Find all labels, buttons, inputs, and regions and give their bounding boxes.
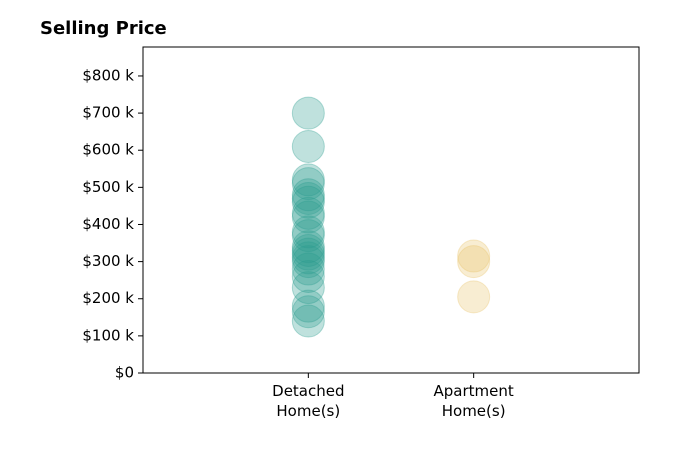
point xyxy=(291,237,325,271)
point xyxy=(291,96,325,130)
y-tick-label: $400 k xyxy=(82,215,134,233)
y-tick-label: $600 k xyxy=(82,141,134,159)
chart-title: Selling Price xyxy=(40,18,167,39)
point xyxy=(291,230,325,264)
x-tick-label: Apartment Home(s) xyxy=(433,382,514,420)
y-tick-label: $200 k xyxy=(82,289,134,307)
point xyxy=(291,196,325,230)
y-tick-label: $800 k xyxy=(82,66,134,84)
point xyxy=(291,259,325,293)
y-tick-label: $500 k xyxy=(82,178,134,196)
plot-frame xyxy=(142,46,640,374)
y-tick-label: $700 k xyxy=(82,104,134,122)
point xyxy=(291,130,325,164)
point xyxy=(291,271,325,305)
y-tick-label: $300 k xyxy=(82,252,134,270)
point xyxy=(291,295,325,329)
point xyxy=(291,304,325,338)
point xyxy=(291,245,325,279)
point xyxy=(291,233,325,267)
y-tick-label: $100 k xyxy=(82,326,134,344)
point xyxy=(291,215,325,249)
x-tick-label: Detached Home(s) xyxy=(272,382,345,420)
point xyxy=(291,289,325,323)
point xyxy=(291,181,325,215)
y-tick-label: $0 xyxy=(115,364,134,382)
point xyxy=(291,252,325,286)
point xyxy=(291,219,325,253)
point xyxy=(291,185,325,219)
point xyxy=(291,163,325,197)
point xyxy=(291,200,325,234)
point xyxy=(291,241,325,275)
point xyxy=(457,245,491,279)
point xyxy=(291,178,325,212)
point xyxy=(457,239,491,273)
point xyxy=(457,280,491,314)
point xyxy=(291,167,325,201)
